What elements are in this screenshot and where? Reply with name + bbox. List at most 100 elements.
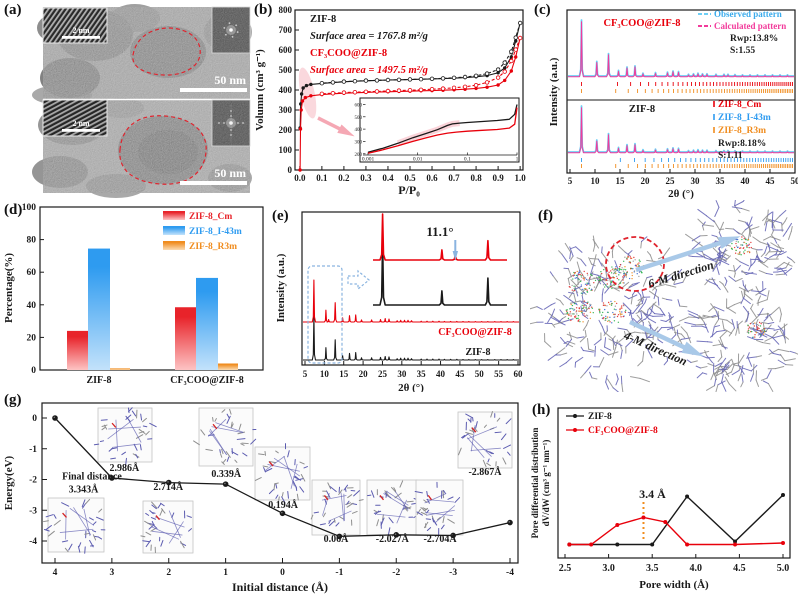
panel-f: (f) 6-M direction 4-M direction — [530, 200, 798, 392]
svg-text:-2.704Å: -2.704Å — [424, 533, 458, 545]
xrd-compare-chart: 5 10 15 20 25 30 35 40 45 50 55 60 2θ (°) Intensity (… — [275, 211, 524, 392]
svg-text:4.5: 4.5 — [733, 563, 746, 574]
svg-text:100: 100 — [279, 145, 293, 155]
svg-text:S:1.55: S:1.55 — [730, 46, 755, 56]
svg-text:40: 40 — [741, 176, 751, 186]
svg-text:30: 30 — [691, 176, 701, 186]
panel-c: (c) 5 10 15 20 25 30 35 40 45 50 2θ (°) Intensity (… — [530, 0, 798, 200]
svg-text:400: 400 — [355, 128, 363, 133]
svg-text:0.194Å: 0.194Å — [268, 499, 299, 511]
svg-text:-2: -2 — [392, 568, 400, 578]
svg-text:20: 20 — [359, 369, 369, 379]
svg-text:60: 60 — [514, 369, 524, 379]
svg-text:ZIF-8_Cm: ZIF-8_Cm — [718, 100, 761, 110]
svg-text:dV/dW (cm³ g⁻¹ nm⁻¹): dV/dW (cm³ g⁻¹ nm⁻¹) — [541, 440, 551, 527]
svg-text:600: 600 — [355, 103, 363, 108]
svg-text:Final distance: Final distance — [62, 472, 122, 483]
svg-text:0.06Å: 0.06Å — [324, 533, 350, 545]
svg-text:0: 0 — [31, 366, 36, 376]
svg-text:55: 55 — [494, 369, 504, 379]
svg-text:3.343Å: 3.343Å — [69, 483, 100, 495]
svg-text:0.339Å: 0.339Å — [211, 468, 242, 480]
svg-text:50 nm: 50 nm — [214, 166, 246, 180]
svg-text:45: 45 — [455, 369, 465, 379]
svg-text:2.5: 2.5 — [559, 563, 572, 574]
svg-text:CF₃COO@ZIF-8: CF₃COO@ZIF-8 — [603, 18, 680, 29]
svg-text:0.2: 0.2 — [338, 173, 350, 183]
tem-images: 2 nm 2 nm 50 nm 50 nm — [32, 4, 252, 198]
svg-text:Volumn (cm³ g⁻¹): Volumn (cm³ g⁻¹) — [254, 49, 266, 131]
svg-text:Initial distance (Å): Initial distance (Å) — [232, 580, 328, 594]
svg-text:15: 15 — [616, 176, 626, 186]
svg-text:1: 1 — [223, 568, 228, 578]
panel-e-label: (e) — [272, 208, 289, 224]
svg-text:800: 800 — [279, 5, 293, 15]
svg-text:5: 5 — [303, 369, 308, 379]
svg-text:0.5: 0.5 — [404, 173, 416, 183]
svg-text:ZIF-8_R3m: ZIF-8_R3m — [718, 126, 766, 136]
svg-text:80: 80 — [27, 236, 37, 246]
svg-text:0.1: 0.1 — [464, 157, 471, 163]
svg-text:CF₃COO@ZIF-8: CF₃COO@ZIF-8 — [588, 426, 658, 436]
svg-text:100: 100 — [22, 203, 37, 213]
svg-text:0: 0 — [288, 165, 293, 175]
svg-text:0.7: 0.7 — [448, 173, 460, 183]
svg-text:-1: -1 — [335, 568, 343, 578]
svg-text:600: 600 — [279, 45, 293, 55]
svg-text:200: 200 — [279, 125, 293, 135]
svg-text:0.01: 0.01 — [413, 157, 423, 163]
panel-b: (b) 0 100 200 300 400 500 600 700 800 0.0 0.1 0.2 0.… — [250, 0, 530, 200]
svg-text:11.1°: 11.1° — [426, 224, 453, 239]
svg-text:4: 4 — [53, 568, 58, 578]
panel-d: (d) 0 20 40 60 80 100 Percentage(%) ZIF-8 CF₃COO… — [0, 200, 270, 392]
svg-text:0.6: 0.6 — [426, 173, 438, 183]
svg-text:-4: -4 — [506, 568, 514, 578]
svg-text:ZIF-8: ZIF-8 — [310, 14, 336, 25]
svg-text:Surface area = 1497.5 m²/g: Surface area = 1497.5 m²/g — [310, 65, 428, 76]
svg-text:3.5: 3.5 — [646, 563, 659, 574]
svg-text:Percentage(%): Percentage(%) — [3, 253, 15, 323]
svg-text:500: 500 — [279, 65, 293, 75]
panel-e: (e) 5 10 15 20 25 30 35 40 45 50 55 60 2θ (°) Intensi… — [270, 200, 530, 392]
panel-g: (g) 4 3 2 1 0 -1 -2 -3 -4 0 -1 -2 -3 -4 Initial distan… — [0, 390, 530, 600]
svg-text:5: 5 — [568, 176, 573, 186]
svg-text:Rwp:13.8%: Rwp:13.8% — [730, 34, 778, 44]
svg-text:0.4: 0.4 — [382, 173, 394, 183]
svg-text:0.3: 0.3 — [360, 173, 372, 183]
svg-text:2 nm: 2 nm — [72, 119, 89, 128]
svg-text:-2.867Å: -2.867Å — [468, 466, 502, 478]
svg-text:40: 40 — [436, 369, 446, 379]
svg-text:ZIF-8: ZIF-8 — [87, 375, 112, 386]
svg-text:2.714Å: 2.714Å — [153, 481, 184, 493]
svg-text:0: 0 — [280, 568, 285, 578]
panel-d-label: (d) — [4, 202, 23, 218]
svg-text:3: 3 — [110, 568, 115, 578]
svg-text:1: 1 — [516, 157, 519, 163]
svg-text:500: 500 — [355, 116, 363, 121]
svg-text:5.0: 5.0 — [777, 563, 790, 574]
svg-text:50 nm: 50 nm — [214, 73, 246, 87]
svg-text:2θ (°): 2θ (°) — [668, 188, 694, 200]
svg-text:20: 20 — [27, 333, 37, 343]
svg-text:45: 45 — [766, 176, 776, 186]
svg-text:CF₃COO@ZIF-8: CF₃COO@ZIF-8 — [170, 375, 243, 386]
svg-text:0.8: 0.8 — [470, 173, 482, 183]
svg-text:30: 30 — [397, 369, 407, 379]
svg-text:Rwp:8.18%: Rwp:8.18% — [718, 139, 766, 149]
isotherm-chart: 0 100 200 300 400 500 600 700 800 0.0 0.1 0.2 0.3 0.4… — [254, 5, 526, 197]
pore-width-chart: 2.5 3.0 3.5 4.0 4.5 5.0 Pore width (Å) Pore dif… — [530, 407, 791, 591]
svg-text:300: 300 — [279, 105, 293, 115]
svg-text:Pore differential distribution: Pore differential distribution — [530, 428, 540, 539]
svg-text:2: 2 — [166, 568, 171, 578]
svg-text:ZIF-8: ZIF-8 — [466, 347, 491, 358]
svg-text:Intensity (a.u.): Intensity (a.u.) — [275, 253, 287, 322]
svg-text:2.986Å: 2.986Å — [110, 462, 141, 474]
panel-b-label: (b) — [254, 2, 273, 18]
svg-text:-4: -4 — [29, 537, 37, 547]
svg-text:-2.027Å: -2.027Å — [376, 533, 410, 545]
svg-text:3.4 Å: 3.4 Å — [639, 487, 666, 501]
panel-g-label: (g) — [4, 392, 22, 408]
panel-h-label: (h) — [532, 402, 551, 418]
svg-text:10: 10 — [591, 176, 601, 186]
svg-text:15: 15 — [339, 369, 349, 379]
